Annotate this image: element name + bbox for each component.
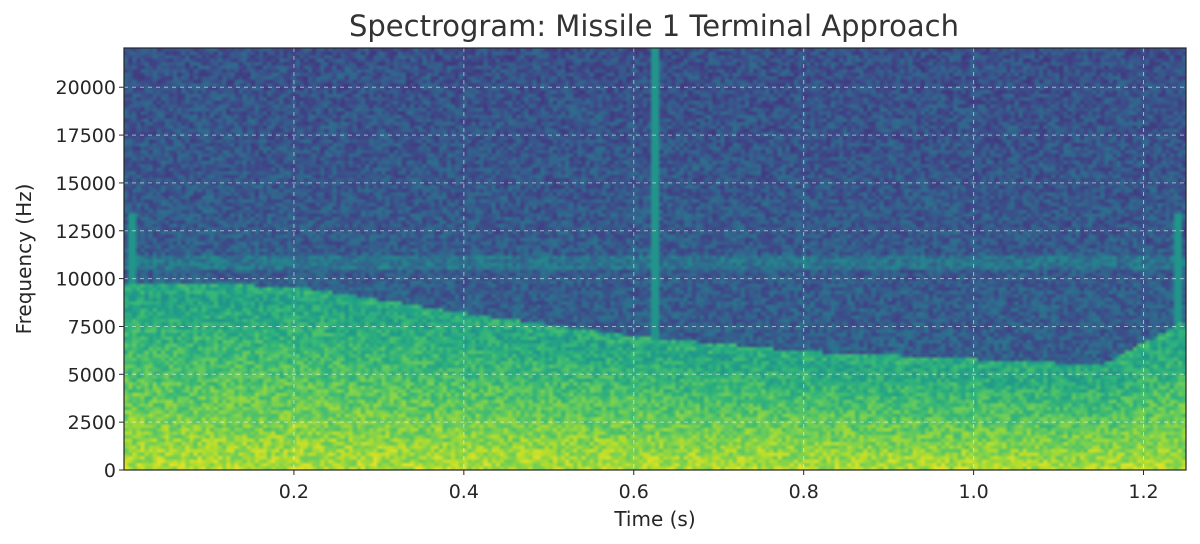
y-tick-label: 5000 — [68, 364, 116, 386]
plot-area — [124, 48, 1186, 470]
chart-title: Spectrogram: Missile 1 Terminal Approach — [349, 9, 959, 43]
spectrogram-heatmap — [124, 48, 1186, 470]
x-tick-label: 0.6 — [619, 481, 649, 503]
y-tick-label: 10000 — [56, 269, 116, 291]
x-tick-label: 0.4 — [449, 481, 479, 503]
x-tick-label: 0.8 — [789, 481, 819, 503]
y-tick-label: 7500 — [68, 316, 116, 338]
y-axis: 0 2500 5000 7500 10000 12500 15000 17500 20000 — [56, 77, 124, 482]
y-tick-label: 2500 — [68, 412, 116, 434]
y-axis-label: Frequency (Hz) — [12, 184, 36, 335]
y-tick-label: 15000 — [56, 173, 116, 195]
x-axis-label: Time (s) — [613, 507, 695, 531]
y-tick-label: 17500 — [56, 125, 116, 147]
y-tick-label: 12500 — [56, 221, 116, 243]
plot-frame — [123, 47, 1187, 471]
x-axis: 0.2 0.4 0.6 0.8 1.0 1.2 — [279, 470, 1159, 503]
x-tick-label: 0.2 — [279, 481, 309, 503]
x-tick-label: 1.0 — [958, 481, 988, 503]
x-tick-label: 1.2 — [1128, 481, 1158, 503]
y-tick-label: 20000 — [56, 77, 116, 99]
y-tick-label: 0 — [104, 460, 116, 482]
